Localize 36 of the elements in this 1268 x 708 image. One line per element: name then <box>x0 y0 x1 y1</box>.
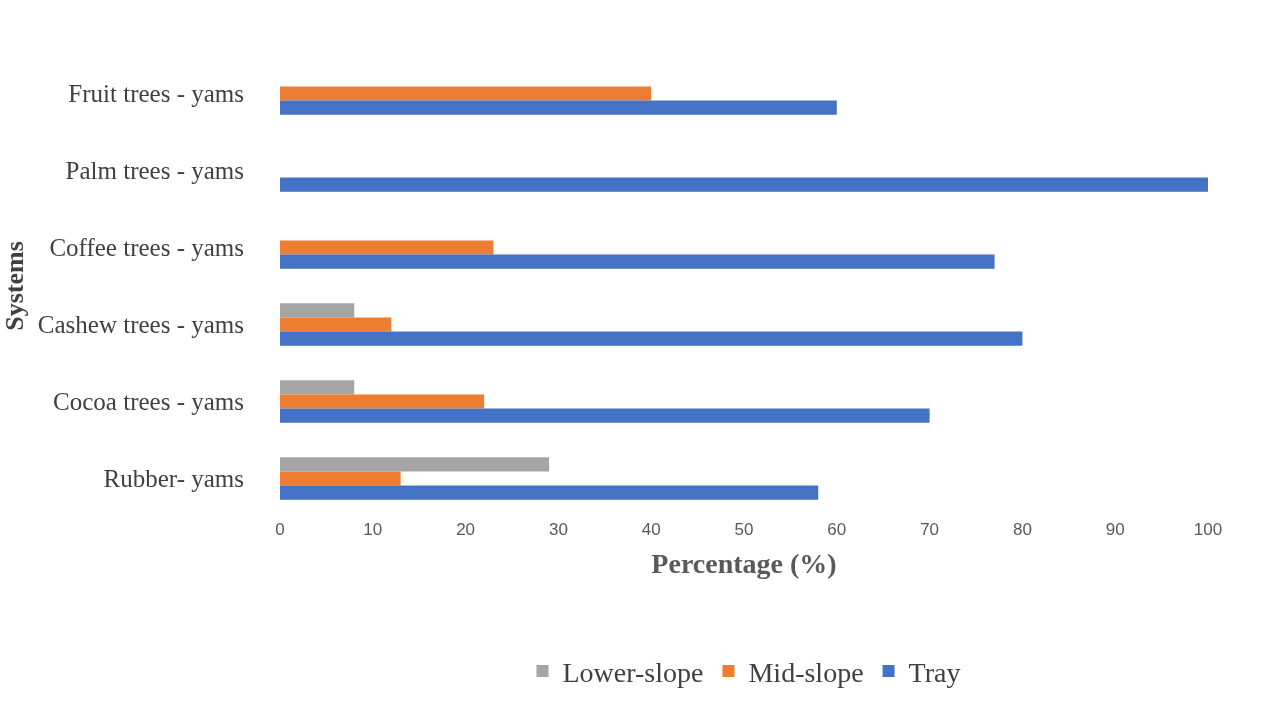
x-tick-label: 10 <box>363 520 383 539</box>
y-tick-label: Rubber- yams <box>103 465 244 493</box>
bar <box>280 254 995 269</box>
y-tick-label: Palm trees - yams <box>65 157 244 185</box>
bar <box>280 485 819 500</box>
bar <box>280 177 1208 192</box>
legend-label: Tray <box>908 656 961 688</box>
y-tick-label: Fruit trees - yams <box>68 80 244 108</box>
x-tick-label: 0 <box>275 520 285 539</box>
bar <box>280 100 837 115</box>
bar <box>280 457 550 472</box>
y-tick-label: Cocoa trees - yams <box>53 388 244 416</box>
x-tick-label: 40 <box>641 520 661 539</box>
bar <box>280 471 401 486</box>
bar <box>280 240 494 255</box>
x-tick-label: 20 <box>456 520 476 539</box>
x-tick-label: 80 <box>1012 520 1032 539</box>
x-tick-label: 50 <box>734 520 754 539</box>
x-tick-label: 70 <box>920 520 940 539</box>
x-axis-title: Percentage (%) <box>651 548 837 580</box>
x-tick-label: 60 <box>827 520 847 539</box>
y-tick-label: Cashew trees - yams <box>37 311 244 339</box>
bar <box>280 303 355 318</box>
x-tick-label: 30 <box>548 520 568 539</box>
legend-label: Lower-slope <box>562 656 704 688</box>
bar <box>280 408 930 423</box>
x-tick-label: 90 <box>1105 520 1125 539</box>
bar <box>280 331 1023 346</box>
y-axis-title: Systems <box>0 241 29 331</box>
bar <box>280 394 485 409</box>
bar <box>280 86 652 101</box>
legend-label: Mid-slope <box>748 656 864 688</box>
bar <box>280 380 355 395</box>
x-tick-label: 100 <box>1193 520 1223 539</box>
y-tick-label: Coffee trees - yams <box>49 234 244 262</box>
bar <box>280 317 392 332</box>
